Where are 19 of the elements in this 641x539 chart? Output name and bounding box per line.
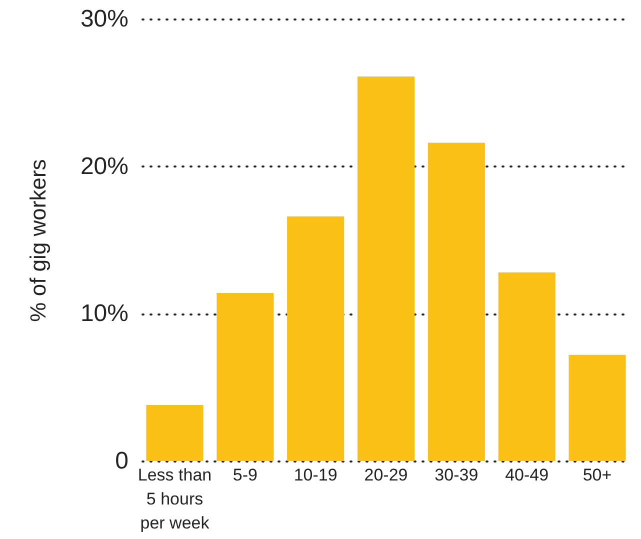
bar [357, 76, 415, 461]
bar [498, 272, 556, 461]
bar [568, 354, 626, 461]
y-axis-title: % of gig workers [25, 159, 50, 322]
y-tick-label: 30% [80, 6, 128, 32]
x-tick-label: Less than 5 hours per week [138, 466, 212, 532]
x-tick-label: 10-19 [294, 466, 338, 484]
y-tick-label: 10% [80, 300, 128, 328]
bar [216, 293, 274, 461]
x-tick-label: 20-29 [364, 466, 408, 484]
x-tick-label: 5-9 [232, 466, 258, 484]
x-tick-label: 50+ [582, 466, 612, 484]
bar [428, 142, 485, 461]
bar [146, 405, 204, 461]
y-tick-label: 0 [115, 448, 128, 474]
y-tick-label: 20% [80, 152, 128, 180]
x-tick-label: 30-39 [434, 466, 478, 484]
bar [287, 216, 344, 461]
x-tick-label: 40-49 [505, 466, 549, 484]
